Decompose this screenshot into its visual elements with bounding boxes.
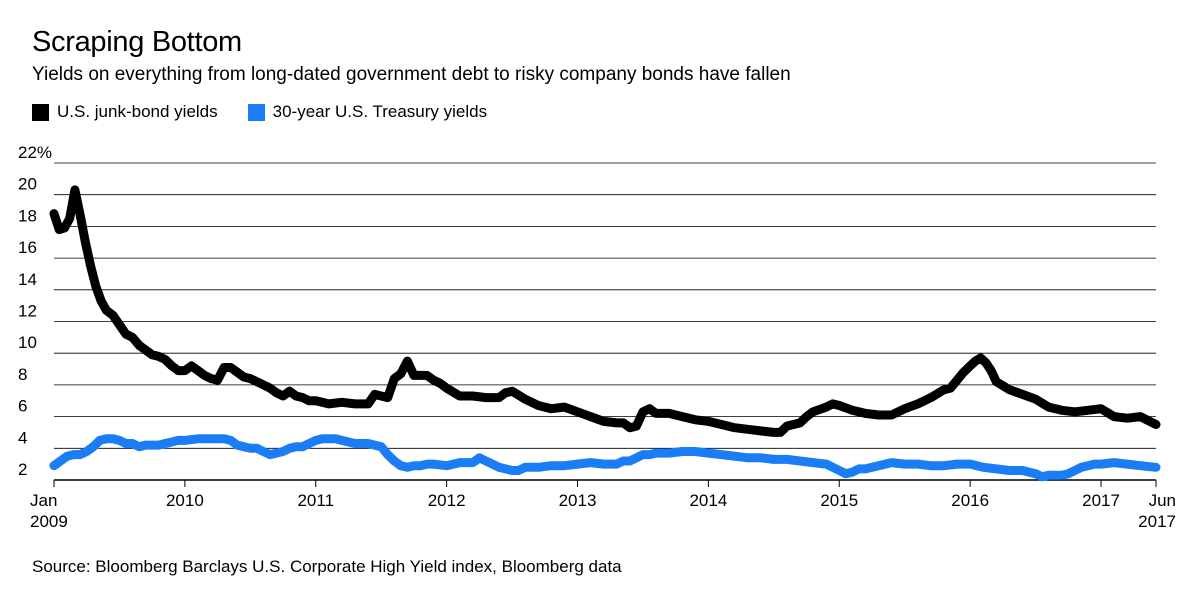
x-tick-sublabel: 2009 [30, 512, 68, 531]
x-tick-label: 2012 [428, 491, 466, 510]
y-tick-label: 18 [18, 206, 37, 225]
legend-label-treasury: 30-year U.S. Treasury yields [272, 102, 488, 121]
y-tick-label: 20 [18, 175, 37, 194]
x-tick-sublabel: 2017 [1138, 512, 1176, 531]
y-tick-label: 14 [18, 270, 37, 289]
y-tick-label: 12 [18, 302, 37, 321]
x-tick-label: 2010 [166, 491, 204, 510]
x-tick-label: 2016 [951, 491, 989, 510]
x-tick-label: 2015 [820, 491, 858, 510]
chart-legend: U.S. junk-bond yields 30-year U.S. Treas… [32, 102, 517, 122]
x-tick-label: 2014 [689, 491, 727, 510]
x-tick-label: 2011 [297, 491, 334, 510]
y-tick-label: 8 [18, 365, 27, 384]
legend-item-junk: U.S. junk-bond yields [32, 102, 218, 122]
y-tick-label: 4 [18, 428, 27, 447]
x-tick-label: Jan [30, 491, 57, 510]
x-tick-label: 2017 [1082, 491, 1120, 510]
legend-item-treasury: 30-year U.S. Treasury yields [247, 102, 488, 122]
legend-label-junk: U.S. junk-bond yields [57, 102, 218, 121]
y-tick-label: 22% [18, 143, 52, 162]
chart-subtitle: Yields on everything from long-dated gov… [32, 64, 791, 85]
x-tick-label: Jun [1149, 491, 1176, 510]
series-line-treasury [49, 434, 1161, 482]
y-tick-label: 16 [18, 238, 37, 257]
y-tick-label: 6 [18, 397, 27, 416]
legend-swatch-junk [32, 103, 49, 121]
chart-title: Scraping Bottom [32, 26, 242, 58]
y-tick-label: 2 [18, 460, 27, 479]
x-tick-label: 2013 [559, 491, 597, 510]
source-note: Source: Bloomberg Barclays U.S. Corporat… [32, 557, 622, 576]
y-tick-label: 10 [18, 333, 37, 352]
series-line-junk [49, 185, 1161, 437]
legend-swatch-treasury [247, 103, 265, 121]
